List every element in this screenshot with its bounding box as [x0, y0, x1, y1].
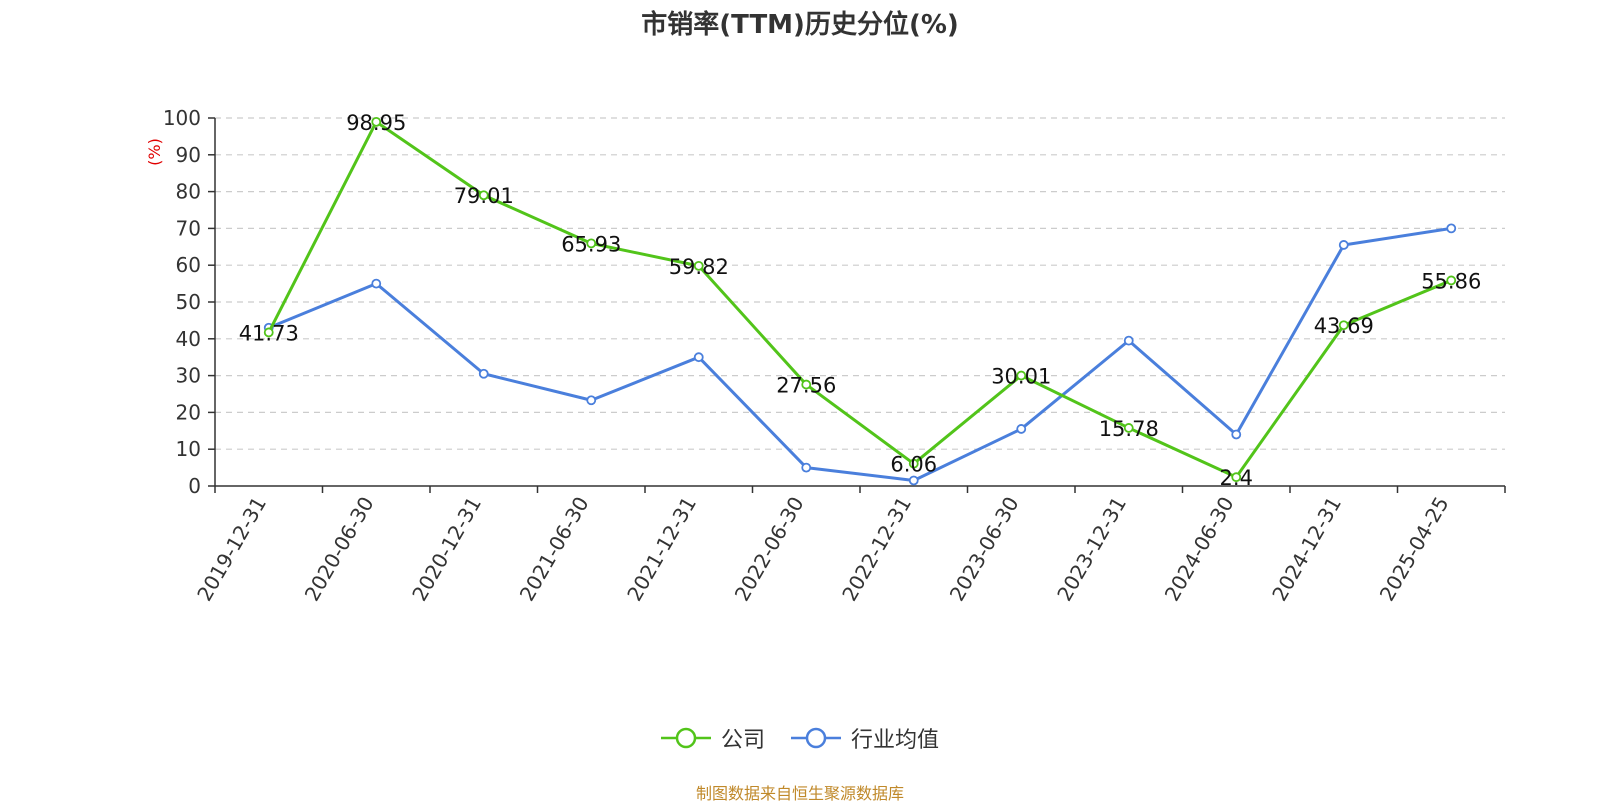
legend-label-company: 公司	[720, 728, 765, 753]
series-lines	[263, 116, 1457, 486]
data-point	[801, 379, 812, 390]
data-labels: 41.73 98.95 79.01 65.93 59.82 27.56 6.06 30.01 1…	[239, 111, 1482, 490]
axes: 0 10 20 30 40 50 60 70 80 90 100 2019-12-31 2020-06-…	[163, 106, 1506, 606]
data-point	[1338, 240, 1349, 250]
data-point	[586, 238, 597, 249]
y-tick-label: 90	[176, 143, 201, 167]
legend-marker	[805, 727, 827, 749]
y-tick-label: 30	[176, 364, 201, 388]
data-point	[1446, 223, 1457, 234]
x-tick-label: 2023-06-30	[945, 493, 1024, 606]
data-label: 59.82	[669, 255, 729, 279]
data-label: 65.93	[561, 232, 621, 256]
data-label: 98.95	[346, 111, 406, 135]
y-tick-label: 50	[176, 290, 201, 314]
data-point	[1446, 275, 1457, 286]
legend-label-industry: 行业均值	[851, 728, 940, 753]
data-point	[1123, 423, 1134, 433]
data-point	[1231, 472, 1242, 483]
x-tick-label: 2019-12-31	[192, 493, 271, 606]
data-point	[478, 368, 489, 379]
source-note: 制图数据来自恒生聚源数据库	[695, 784, 904, 803]
data-label: 41.73	[239, 321, 299, 345]
data-label: 2.4	[1220, 466, 1253, 490]
legend: 公司 行业均值	[0, 722, 1600, 754]
data-label: 79.01	[454, 184, 514, 208]
data-point	[371, 116, 382, 127]
y-axis-label: (%)	[145, 138, 164, 166]
x-tick-label: 2020-12-31	[407, 493, 486, 606]
data-label: 43.69	[1314, 314, 1374, 338]
legend-swatch-company-icon	[660, 727, 711, 749]
data-point	[801, 462, 812, 473]
data-point	[693, 352, 704, 363]
x-tick-label: 2024-12-31	[1267, 493, 1346, 606]
chart-title: 市销率(TTM)历史分位(%)	[641, 10, 959, 40]
x-tick-label: 2021-12-31	[622, 493, 701, 606]
data-label: 15.78	[1099, 417, 1159, 441]
y-tick-label: 10	[176, 437, 201, 461]
legend-swatch-industry-icon	[791, 727, 841, 749]
y-tick-label: 100	[163, 106, 201, 130]
data-point	[263, 327, 274, 338]
data-point	[693, 260, 704, 271]
x-tick-label: 2020-06-30	[300, 493, 379, 606]
data-point	[478, 190, 489, 201]
x-tick-label: 2023-12-31	[1052, 493, 1131, 606]
data-point	[586, 395, 597, 406]
legend-item-company[interactable]: 公司	[660, 722, 765, 754]
data-point	[908, 475, 919, 486]
x-tick-label: 2022-12-31	[837, 493, 916, 606]
series-line	[268, 226, 1452, 482]
y-tick-label: 80	[176, 180, 201, 204]
y-tick-label: 60	[176, 253, 201, 277]
x-tick-label: 2021-06-30	[515, 493, 594, 606]
x-tick-label: 2024-06-30	[1160, 493, 1239, 606]
y-tick-label: 20	[176, 400, 201, 424]
data-label: 30.01	[991, 365, 1051, 389]
grid-lines	[215, 117, 1505, 450]
data-point	[1231, 429, 1242, 440]
y-tick-label: 70	[176, 216, 201, 240]
data-point	[1123, 335, 1134, 346]
y-tick-label: 0	[188, 474, 201, 498]
legend-marker	[675, 727, 697, 749]
data-point	[1016, 424, 1027, 434]
data-point	[1338, 320, 1349, 331]
legend-item-industry[interactable]: 行业均值	[791, 722, 939, 754]
data-point	[371, 278, 382, 289]
data-label: 27.56	[776, 374, 836, 398]
data-point	[908, 458, 919, 469]
x-tick-label: 2025-04-25	[1375, 493, 1454, 606]
data-label: 55.86	[1421, 269, 1481, 293]
data-label: 6.06	[890, 453, 937, 477]
data-point	[1016, 370, 1027, 381]
y-tick-label: 40	[176, 327, 201, 351]
series-line	[267, 120, 1452, 479]
x-tick-label: 2022-06-30	[730, 493, 809, 606]
